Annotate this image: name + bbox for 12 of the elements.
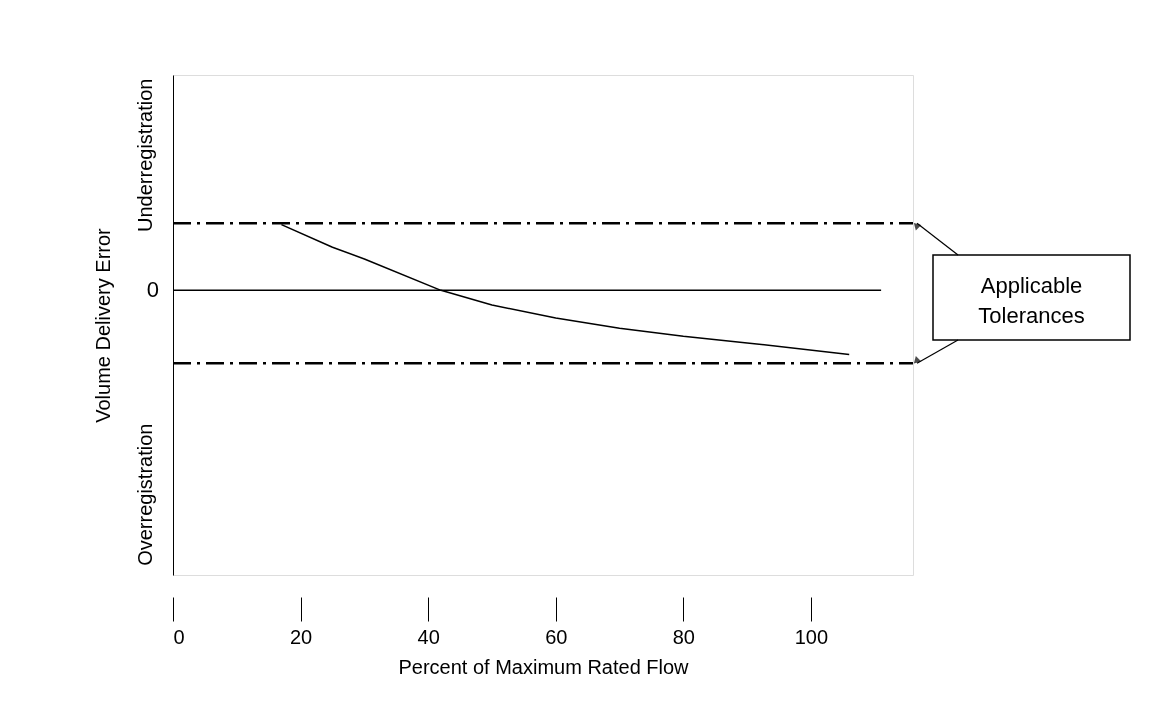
text: Applicable Tolerances (978, 272, 1085, 328)
x-tick-label: 0 (173, 625, 185, 648)
y-axis-title: Volume Delivery Error (91, 227, 114, 423)
text: 0 (146, 277, 159, 303)
x-axis-title: Percent of Maximum Rated Flow (398, 655, 690, 678)
text: Overregistration (134, 423, 156, 566)
text: Underregistration (134, 78, 156, 232)
x-tick-label: 20 (289, 625, 313, 648)
x-tick-label: 40 (417, 625, 440, 648)
x-tick-label: 100 (794, 625, 829, 648)
x-tick-label: 80 (672, 625, 695, 648)
x-tick-label: 60 (545, 625, 568, 648)
